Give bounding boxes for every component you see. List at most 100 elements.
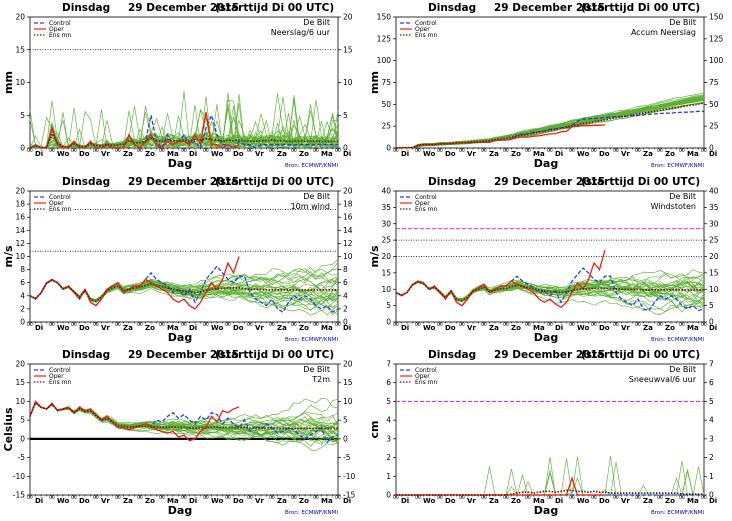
y-tick-label-right: 100 [709,56,724,65]
x-tick-label: Ma [687,324,699,332]
y-tick-label-right: 7 [709,360,714,369]
y-tick-label-right: 15 [343,378,353,387]
oper-series-line [29,256,240,310]
y-tick-label-left: 125 [377,34,392,43]
x-tick-label: Di [189,497,197,505]
x-tick-label: Wo [577,324,589,332]
y-tick-label-left: 20 [15,187,25,196]
y-tick-label-right: 5 [343,416,348,425]
chart-svg: Dinsdag 29 December 2015(starttijd Di 00 … [368,2,724,170]
y-tick-label-left: 0 [386,318,391,327]
legend-box [399,193,439,213]
chart-title-day: Dinsdag [428,2,476,14]
x-tick-label: Za [489,150,499,158]
x-tick-label: Wo [57,324,69,332]
x-tick-hour: 00 [203,322,209,328]
x-tick-label: Do [79,497,90,505]
y-tick-label-right: 150 [709,13,724,22]
x-tick-label: Zo [511,497,521,505]
y-tick-label-left: 15 [15,45,25,54]
y-tick-label-left: 10 [381,285,391,294]
y-tick-label-left: 18 [15,200,25,209]
x-tick-label: Di [709,497,717,505]
chart-title-run: (starttijd Di 00 UTC) [581,349,700,361]
y-tick-label-right: 0 [343,144,348,153]
y-tick-label-right: 30 [709,219,719,228]
x-tick-label: Wo [577,150,589,158]
y-tick-label-right: 12 [343,239,353,248]
x-tick-label: Do [233,324,244,332]
source-note: Bron: ECMWF/KNMI [285,337,338,343]
x-tick-label: Di [189,324,197,332]
x-tick-hour: 00 [291,148,297,154]
x-tick-hour: 00 [635,322,641,328]
x-tick-label: Di [555,150,563,158]
y-tick-label-left: 5 [20,111,25,120]
x-tick-hour: 00 [547,495,553,501]
x-tick-label: Za [123,497,133,505]
x-tick-label: Za [643,324,653,332]
chart-svg: Dinsdag 29 December 2015(starttijd Di 00 … [2,176,353,344]
x-tick-label: Wo [211,324,223,332]
x-tick-hour: 00 [225,322,231,328]
chart-title-date: 29 December 2015 [128,2,239,14]
panel-snowfall: Dinsdag 29 December 2015 (starttijd Di 00 … [366,347,732,520]
y-axis-label: m/s [2,245,15,267]
chart-title-date: 29 December 2015 [494,2,605,14]
chart-title-day: Dinsdag [62,176,110,188]
y-tick-label-right: 6 [709,378,714,387]
location-label: De Bilt [303,192,330,201]
x-tick-hour: 00 [159,148,165,154]
x-tick-hour: 00 [225,495,231,501]
x-tick-hour: 00 [203,495,209,501]
x-tick-hour: 00 [49,495,55,501]
y-tick-label-right: 25 [709,122,719,131]
x-tick-label: Zo [299,324,309,332]
x-tick-hour: 00 [437,148,443,154]
y-tick-label-left: 25 [381,236,391,245]
legend-box [33,193,73,213]
x-tick-hour: 00 [393,495,399,501]
y-tick-label-right: 5 [343,111,348,120]
source-note: Bron: ECMWF/KNMI [285,510,338,516]
ens-mean-series-line [29,131,338,149]
legend-label: Control [415,367,437,374]
y-tick-label-left: 6 [386,378,391,387]
y-tick-label-right: 125 [709,34,724,43]
x-tick-label: Di [343,324,351,332]
chart-title-date: 29 December 2015 [128,176,239,188]
x-axis-label: Dag [168,331,192,344]
legend-label: Ens mn [415,206,437,213]
x-tick-hour: 00 [335,148,341,154]
x-tick-hour: 00 [613,148,619,154]
x-tick-label: Za [123,150,133,158]
x-tick-hour: 00 [137,322,143,328]
x-tick-hour: 00 [613,322,619,328]
legend-label: Oper [415,26,430,33]
y-tick-label-left: 30 [381,219,391,228]
x-tick-hour: 00 [49,148,55,154]
chart-title-date: 29 December 2015 [494,349,605,361]
x-tick-hour: 00 [701,322,707,328]
y-tick-label-right: 2 [709,453,714,462]
y-tick-label-left: 50 [381,100,391,109]
x-tick-label: Do [79,324,90,332]
y-tick-label-left: 5 [20,416,25,425]
y-tick-label-left: 5 [386,397,391,406]
x-tick-label: Zo [511,324,521,332]
x-tick-label: Ma [533,150,545,158]
x-tick-label: Zo [299,497,309,505]
legend-label: Ens mn [49,206,71,213]
x-tick-hour: 00 [247,495,253,501]
x-tick-hour: 00 [137,495,143,501]
x-tick-label: Do [233,150,244,158]
y-tick-label-right: 20 [343,13,353,22]
legend-label: Ens mn [415,32,437,39]
x-tick-label: Zo [145,150,155,158]
ensemble-member-line [395,275,705,300]
y-tick-label-left: 20 [15,13,25,22]
x-tick-hour: 00 [635,148,641,154]
chart-title-day: Dinsdag [62,349,110,361]
control-series-line [395,110,704,149]
oper-series-line [396,476,605,496]
